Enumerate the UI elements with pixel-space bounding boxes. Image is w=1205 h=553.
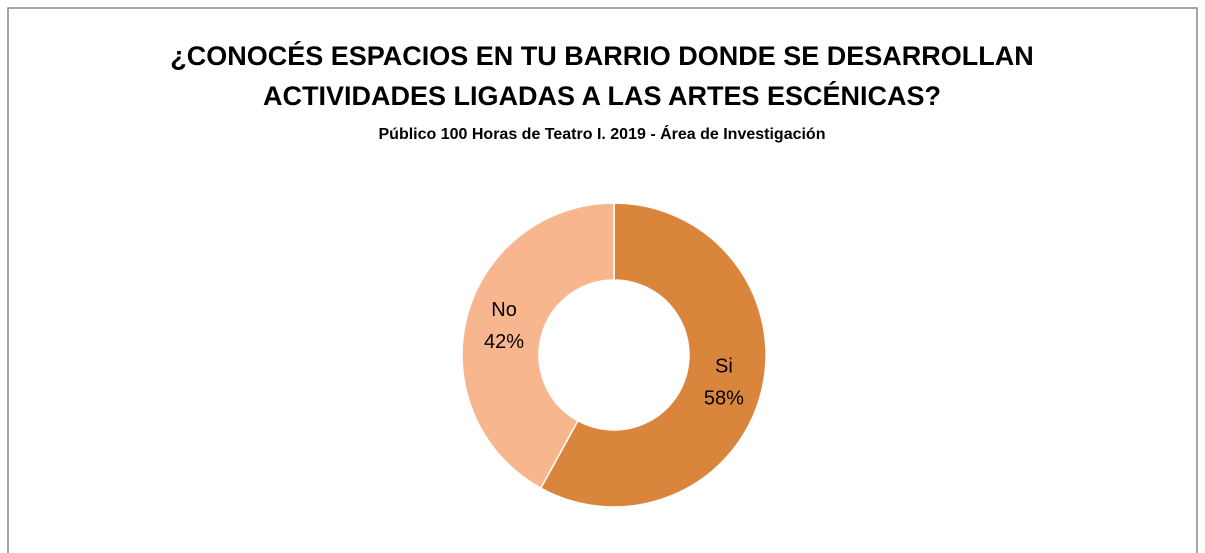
chart-title: ACTIVIDADES LIGADAS A LAS ARTES ESCÉNICA… [263, 80, 941, 111]
chart-title: ¿CONOCÉS ESPACIOS EN TU BARRIO DONDE SE … [170, 40, 1034, 71]
chart-frame [7, 7, 1198, 553]
slice-category-label: No [491, 299, 517, 321]
slice-value-label: 58% [704, 388, 744, 410]
donut-slice [461, 202, 615, 490]
donut-slice [539, 202, 767, 508]
slice-value-label: 42% [484, 331, 524, 353]
chart-subtitle: Público 100 Horas de Teatro I. 2019 - Ár… [379, 124, 826, 143]
slice-category-label: Si [715, 356, 733, 378]
